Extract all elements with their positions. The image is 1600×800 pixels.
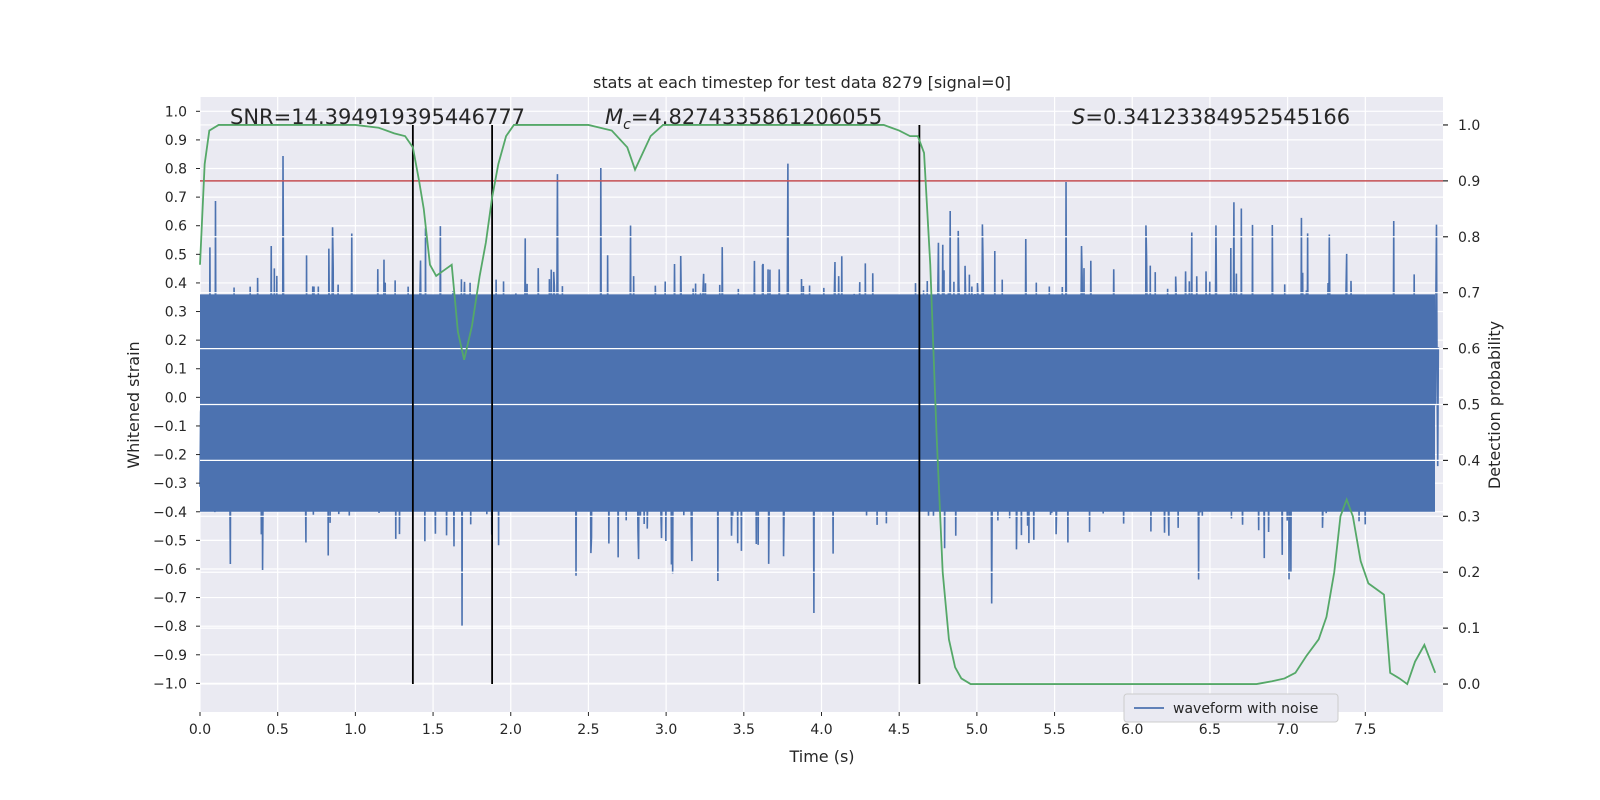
legend-entry: waveform with noise	[1173, 701, 1318, 717]
x-axis-ticks: 0.0 0.5 1.0 1.5 2.0 2.5 3.0 3.5 4.0 4.5 5.0 5.5 6.0 6…	[189, 712, 1376, 738]
y-axis-ticks: 1.0 0.9 0.8 0.7 0.6 0.5 0.4 0.3 0.2 0.1 0.0 −0.1 −0.…	[153, 104, 200, 692]
y2-tick-label: 0.3	[1458, 509, 1480, 525]
vertical-markers	[411, 124, 921, 685]
legend: waveform with noise	[1123, 693, 1339, 723]
y-tick-label: 0.8	[165, 162, 187, 178]
y-tick-label: 0.6	[165, 219, 187, 235]
y-tick-label: 0.9	[165, 133, 187, 149]
x-tick-label: 4.5	[888, 722, 910, 738]
y-tick-label: −0.5	[153, 533, 187, 549]
y-tick-label: 1.0	[165, 104, 187, 120]
x-tick-label: 3.5	[733, 722, 755, 738]
y-tick-label: −0.7	[153, 591, 187, 607]
x-tick-label: 3.0	[655, 722, 677, 738]
y-axis-title: Whitened strain	[124, 341, 143, 468]
x-axis-title: Time (s)	[788, 747, 854, 766]
chirp-mass-symbol: M	[605, 105, 623, 129]
y2-tick-label: 0.0	[1458, 677, 1480, 693]
s-annotation: S=0.34123384952545166	[1072, 105, 1350, 129]
x-tick-label: 5.0	[966, 722, 988, 738]
y2-tick-label: 0.1	[1458, 621, 1480, 637]
y-tick-label: 0.2	[165, 333, 187, 349]
legend-box	[1123, 693, 1339, 723]
y-tick-label: 0.4	[165, 276, 187, 292]
x-tick-label: 0.0	[189, 722, 211, 738]
y2-tick-label: 0.2	[1458, 565, 1480, 581]
waveform-series	[199, 124, 1443, 685]
x-tick-label: 7.0	[1276, 722, 1298, 738]
y2-tick-label: 1.0	[1458, 118, 1480, 134]
snr-annotation: SNR=14.394919395446777	[230, 105, 525, 129]
y-tick-label: 0.1	[165, 362, 187, 378]
stats-annotations: SNR=14.394919395446777 Mc=4.827433586120…	[230, 105, 1350, 133]
y2-tick-label: 0.7	[1458, 286, 1480, 302]
x-tick-label: 1.0	[344, 722, 366, 738]
x-tick-label: 2.0	[500, 722, 522, 738]
s-symbol: S	[1072, 105, 1085, 129]
x-tick-label: 6.0	[1121, 722, 1143, 738]
x-tick-label: 5.5	[1043, 722, 1065, 738]
detection-probability-series	[199, 124, 1437, 686]
x-tick-label: 7.5	[1354, 722, 1376, 738]
y-tick-label: −0.4	[153, 505, 187, 521]
y2-tick-label: 0.8	[1458, 230, 1480, 246]
y2-axis-title: Detection probability	[1485, 321, 1504, 489]
chirp-mass-annotation: Mc=4.8274335861206055	[605, 105, 882, 133]
x-tick-label: 4.0	[810, 722, 832, 738]
waveform-dense-core	[200, 294, 1435, 512]
y2-tick-label: 0.4	[1458, 453, 1480, 469]
chart-title: stats at each timestep for test data 827…	[593, 73, 1011, 92]
x-tick-label: 0.5	[267, 722, 289, 738]
y-tick-label: −0.8	[153, 619, 187, 635]
y-tick-label: −0.3	[153, 476, 187, 492]
chirp-mass-subscript: c	[623, 117, 631, 133]
y2-axis-ticks: 1.0 0.9 0.8 0.7 0.6 0.5 0.4 0.3 0.2 0.1 0.0	[1443, 118, 1480, 693]
s-value: =0.34123384952545166	[1085, 105, 1350, 129]
y-tick-label: −0.2	[153, 448, 187, 464]
y-tick-label: 0.5	[165, 247, 187, 263]
y-tick-label: −0.6	[153, 562, 187, 578]
y-tick-label: −0.1	[153, 419, 187, 435]
y-tick-label: −1.0	[153, 676, 187, 692]
y-tick-label: 0.3	[165, 305, 187, 321]
y2-tick-label: 0.5	[1458, 398, 1480, 414]
x-tick-label: 6.5	[1199, 722, 1221, 738]
y-tick-label: 0.7	[165, 190, 187, 206]
x-tick-label: 1.5	[422, 722, 444, 738]
x-tick-label: 2.5	[577, 722, 599, 738]
detection-probability-line	[199, 124, 1437, 686]
y-tick-label: 0.0	[165, 390, 187, 406]
y-tick-label: −0.9	[153, 648, 187, 664]
y2-tick-label: 0.9	[1458, 174, 1480, 190]
y2-tick-label: 0.6	[1458, 342, 1480, 358]
chirp-mass-value: =4.8274335861206055	[631, 105, 882, 129]
